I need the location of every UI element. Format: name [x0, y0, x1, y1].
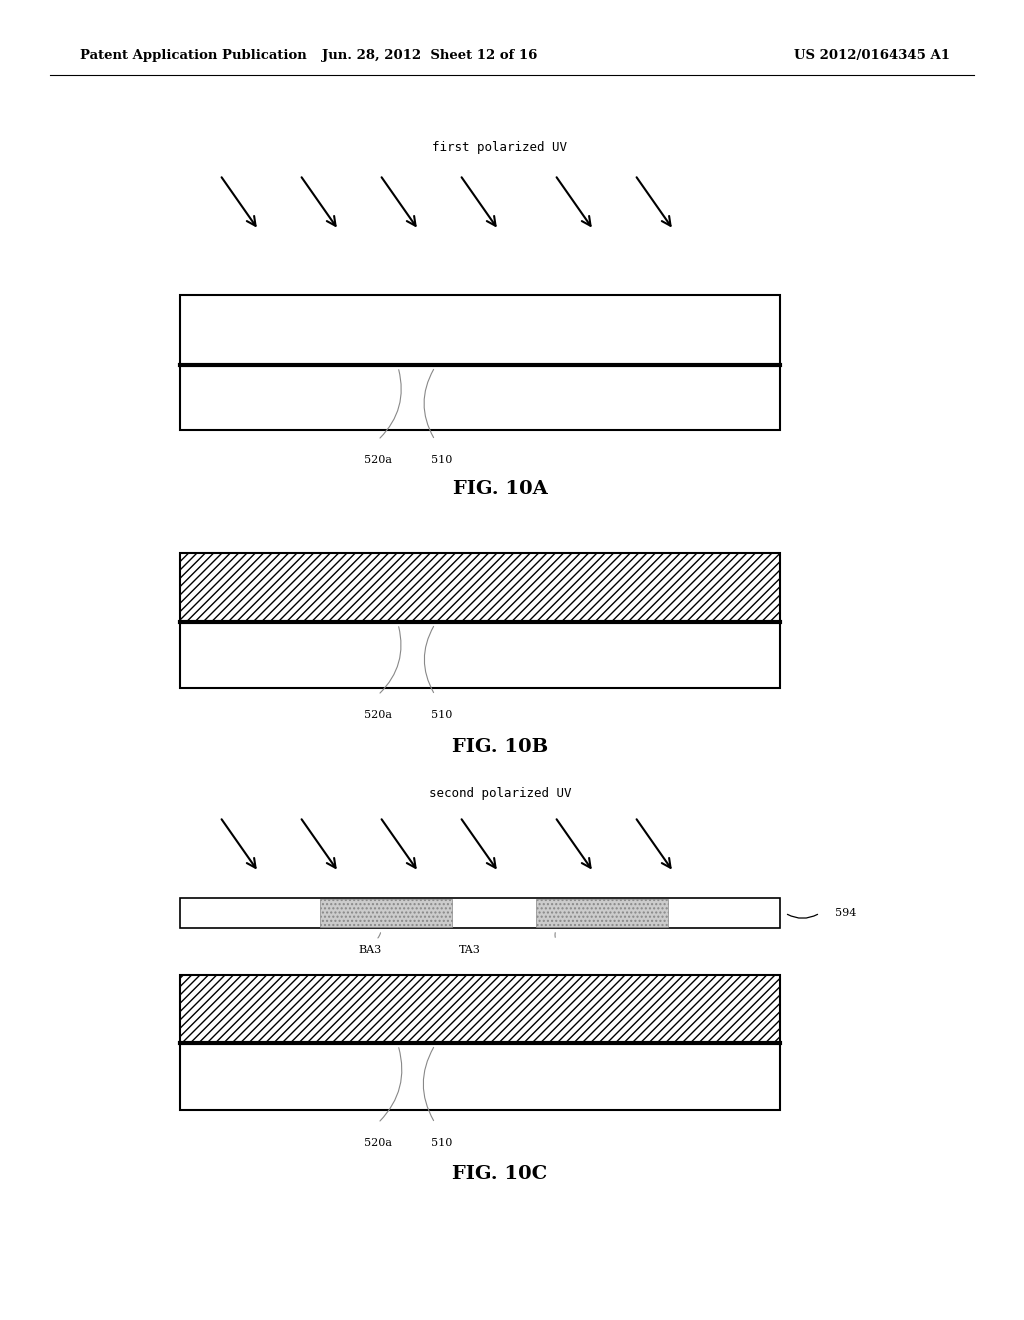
Text: 510: 510	[431, 455, 453, 465]
Text: FIG. 10C: FIG. 10C	[453, 1166, 548, 1183]
Text: US 2012/0164345 A1: US 2012/0164345 A1	[794, 49, 950, 62]
Bar	[180, 898, 780, 928]
Text: 510: 510	[431, 710, 453, 719]
Text: FIG. 10B: FIG. 10B	[452, 738, 548, 756]
Bar	[536, 899, 668, 927]
Text: Patent Application Publication: Patent Application Publication	[80, 49, 307, 62]
Text: TA3: TA3	[459, 945, 481, 954]
Bar	[180, 1043, 780, 1110]
Text: Jun. 28, 2012  Sheet 12 of 16: Jun. 28, 2012 Sheet 12 of 16	[323, 49, 538, 62]
Text: 520a: 520a	[364, 1138, 392, 1148]
Text: first polarized UV: first polarized UV	[432, 141, 567, 154]
Text: 520a: 520a	[364, 455, 392, 465]
Text: FIG. 10A: FIG. 10A	[453, 480, 548, 498]
Text: 510: 510	[431, 1138, 453, 1148]
Bar	[180, 294, 780, 430]
Bar	[180, 975, 780, 1043]
Text: 520a: 520a	[364, 710, 392, 719]
Bar	[180, 622, 780, 688]
Bar	[319, 899, 452, 927]
Text: second polarized UV: second polarized UV	[429, 787, 571, 800]
Text: BA3: BA3	[358, 945, 382, 954]
Bar	[180, 553, 780, 622]
Text: 594: 594	[835, 908, 856, 917]
